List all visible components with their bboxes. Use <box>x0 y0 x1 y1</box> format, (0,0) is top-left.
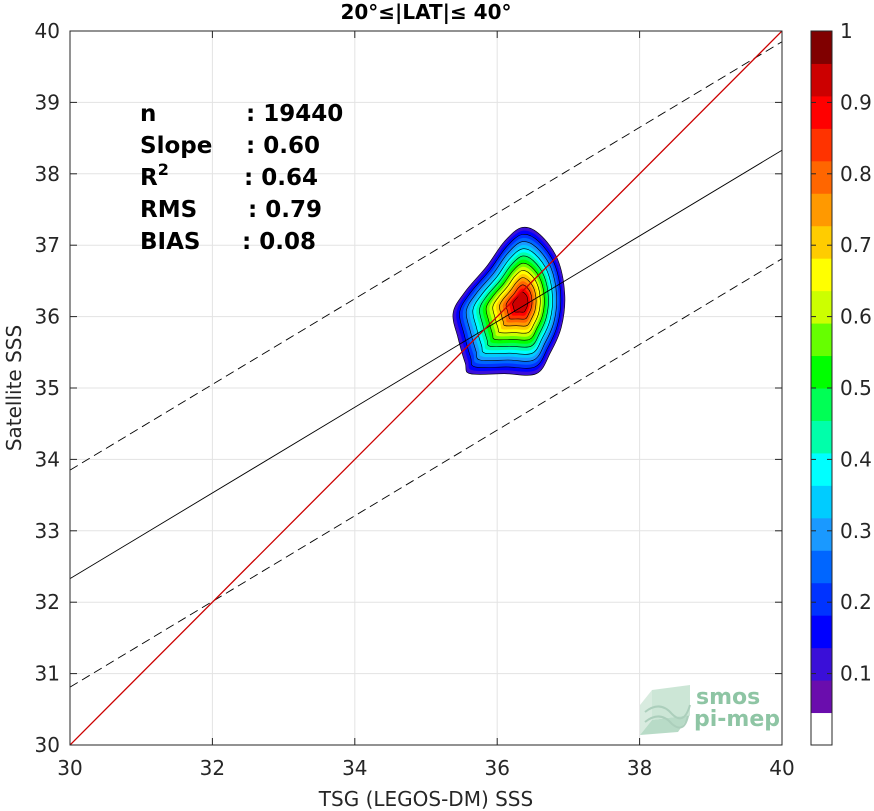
logo-icon <box>640 685 691 735</box>
stat-value: : 0.60 <box>246 133 320 159</box>
colorbar-tick-label: 0.9 <box>840 90 872 114</box>
y-tick-label: 31 <box>35 662 60 686</box>
y-tick-label: 32 <box>35 590 60 614</box>
colorbar-segment <box>811 323 832 357</box>
chart-title: 20°≤|LAT|≤ 40° <box>340 0 511 24</box>
colorbar-tick-label: 0.8 <box>840 162 872 186</box>
colorbar-tick-label: 0.6 <box>840 305 872 329</box>
x-tick-label: 36 <box>484 756 509 780</box>
colorbar-segment <box>811 485 832 519</box>
colorbar-segment <box>811 452 832 486</box>
colorbar-segment <box>811 63 832 97</box>
density-contour <box>512 291 529 313</box>
colorbar-segment <box>811 550 832 584</box>
stat-value: : 19440 <box>246 101 343 127</box>
y-axis-label: Satellite SSS <box>2 325 26 451</box>
stat-label: BIAS <box>140 229 200 255</box>
x-tick-label: 40 <box>769 756 794 780</box>
x-tick-label: 32 <box>200 756 225 780</box>
colorbar-segment <box>811 128 832 162</box>
stat-superscript: 2 <box>158 160 169 179</box>
colorbar-tick-label: 0.2 <box>840 590 872 614</box>
y-tick-label: 39 <box>35 90 60 114</box>
colorbar-segment <box>811 193 832 227</box>
colorbar-segment <box>811 712 832 746</box>
colorbar-segment <box>811 647 832 681</box>
y-tick-label: 30 <box>35 733 60 757</box>
colorbar-tick-label: 0.1 <box>840 662 872 686</box>
x-tick-label: 30 <box>57 756 82 780</box>
colorbar-segment <box>811 95 832 129</box>
colorbar-segment <box>811 225 832 259</box>
stat-label: Slope <box>140 133 212 159</box>
x-axis: 30 32 34 36 38 40 <box>57 31 795 780</box>
y-tick-label: 38 <box>35 162 60 186</box>
colorbar-segment <box>811 680 832 714</box>
lower-bound-line <box>70 258 782 688</box>
x-axis-label: TSG (LEGOS-DM) SSS <box>318 787 533 811</box>
colorbar-segment <box>811 388 832 421</box>
colorbar: 0.1 0.2 0.3 0.4 0.5 0.6 0.7 0.8 0.9 1 <box>810 19 872 746</box>
x-tick-label: 34 <box>342 756 367 780</box>
y-tick-label: 36 <box>35 305 60 329</box>
identity-line <box>70 31 782 745</box>
y-tick-label: 35 <box>35 376 60 400</box>
logo-line-2: pi-mep <box>694 707 780 732</box>
stat-label: RMS <box>140 197 197 223</box>
y-tick-label: 37 <box>35 233 60 257</box>
stat-value: : 0.79 <box>248 197 322 223</box>
colorbar-segment <box>811 160 832 194</box>
stat-value: : 0.08 <box>242 229 316 255</box>
colorbar-segment <box>811 582 832 616</box>
colorbar-segment <box>811 420 832 454</box>
colorbar-segment <box>811 290 832 324</box>
colorbar-segment <box>811 355 832 389</box>
colorbar-segment <box>811 31 832 64</box>
regression-line <box>70 149 782 580</box>
density-contours <box>452 226 566 376</box>
upper-bound-line <box>70 41 782 471</box>
x-tick-label: 38 <box>627 756 652 780</box>
colorbar-tick-label: 0.5 <box>840 376 872 400</box>
stat-label: n <box>140 101 156 127</box>
stat-value: : 0.64 <box>244 165 318 191</box>
colorbar-tick-label: 0.3 <box>840 519 872 543</box>
y-tick-label: 34 <box>35 447 60 471</box>
smos-pi-mep-logo: smos pi-mep <box>640 685 780 735</box>
y-tick-label: 33 <box>35 519 60 543</box>
grid <box>69 30 783 746</box>
colorbar-segment <box>811 517 832 551</box>
logo-line-1: smos <box>696 685 760 710</box>
colorbar-tick-label: 0.4 <box>840 447 872 471</box>
y-axis: 30 31 32 33 34 35 36 37 38 39 40 <box>35 19 782 757</box>
colorbar-segment <box>811 615 832 649</box>
fit-lines <box>70 31 782 745</box>
colorbar-segment <box>811 258 832 292</box>
y-tick-label: 40 <box>35 19 60 43</box>
colorbar-tick-label: 0.7 <box>840 233 872 257</box>
colorbar-tick-label: 1 <box>840 19 853 43</box>
